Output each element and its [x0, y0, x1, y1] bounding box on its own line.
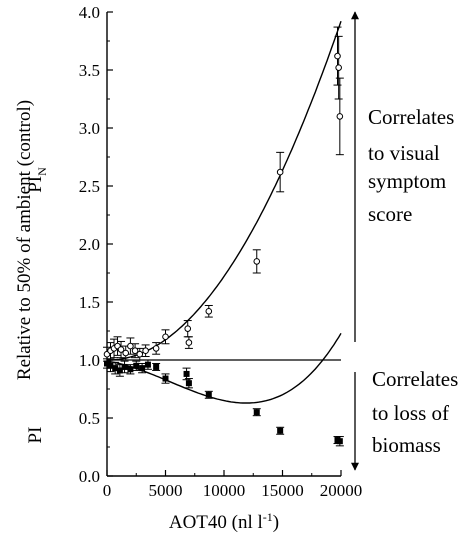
point-pi — [144, 361, 151, 368]
point-pi — [277, 427, 284, 434]
point-pin — [253, 258, 261, 265]
point-pin — [184, 325, 192, 332]
point-pin — [152, 345, 160, 352]
point-pin — [205, 307, 213, 315]
point-pin — [336, 113, 344, 120]
y-tick-label: 0.0 — [79, 467, 100, 486]
point-pin — [131, 347, 139, 355]
point-pi — [139, 365, 146, 372]
series-label-pi: PI — [25, 427, 46, 444]
point-pin — [334, 52, 341, 60]
annotation-top-line-1: Correlates — [368, 105, 454, 129]
y-tick-label: 2.5 — [79, 177, 100, 196]
point-pi — [253, 409, 260, 416]
point-pin — [136, 350, 144, 358]
series-label-pin-main: PI — [25, 176, 46, 193]
x-tick-label: 0 — [103, 481, 112, 500]
x-axis-title-main: AOT40 (nl l — [169, 512, 263, 533]
y-tick-label: 4.0 — [79, 3, 100, 22]
fit-curve-pi — [106, 332, 342, 404]
x-tick-label: 10000 — [203, 481, 246, 500]
fit-curve-pin — [107, 20, 342, 361]
point-pin — [127, 342, 134, 350]
x-axis-title: AOT40 (nl l-1) — [169, 510, 279, 533]
point-pi — [127, 366, 134, 373]
fit-curves — [106, 20, 342, 404]
series-label-pin-sub: N — [35, 167, 49, 176]
x-tick-label: 5000 — [149, 481, 183, 500]
y-tick-label: 1.0 — [79, 351, 100, 370]
annotation-bottom-line-1: Correlates — [372, 367, 458, 391]
annotation-top-line-3: symptom — [368, 169, 446, 193]
x-axis-title-sup: -1 — [263, 510, 273, 524]
point-pin — [276, 168, 284, 176]
point-pi — [336, 438, 343, 445]
point-pi — [185, 380, 192, 387]
x-tick-label: 20000 — [320, 481, 363, 500]
point-pin — [142, 347, 149, 355]
x-axis-title-close: ) — [273, 512, 279, 533]
point-pi — [104, 360, 110, 367]
annotation-top-line-2: to visual — [368, 141, 440, 165]
error-bars — [103, 26, 344, 447]
point-pin — [117, 346, 125, 353]
point-pi — [133, 362, 140, 369]
y-tick-label: 2.0 — [79, 235, 100, 254]
point-pin — [162, 333, 169, 341]
point-pi — [183, 370, 190, 377]
annotation-top-line-4: score — [368, 202, 412, 226]
y-axis-title: Relative to 50% of ambient (control) — [14, 100, 35, 380]
series-label-pin: PIN — [25, 167, 49, 193]
y-tick-label: 3.0 — [79, 119, 100, 138]
y-axis-ticks: 0.0 0.5 1.0 1.5 2.0 2.5 3.0 3.5 4.0 — [79, 3, 113, 486]
point-pi — [153, 363, 160, 370]
point-pi — [121, 363, 128, 370]
axes — [106, 12, 341, 477]
point-pi — [162, 375, 169, 382]
y-tick-label: 3.5 — [79, 61, 100, 80]
data-points — [103, 52, 344, 445]
point-pi — [205, 391, 212, 398]
point-pin — [335, 64, 342, 71]
y-tick-label: 0.5 — [79, 409, 100, 428]
point-pin — [122, 349, 130, 357]
y-tick-label: 1.5 — [79, 293, 100, 312]
x-axis-ticks: 0 5000 10000 15000 20000 — [103, 470, 363, 500]
x-tick-label: 15000 — [261, 481, 304, 500]
point-pi — [116, 367, 123, 374]
point-pin — [185, 339, 193, 346]
point-pi — [112, 365, 119, 372]
annotation-bottom-line-2: to loss of — [372, 401, 449, 425]
point-pi — [107, 362, 114, 369]
annotation-bottom-line-3: biomass — [372, 433, 441, 457]
